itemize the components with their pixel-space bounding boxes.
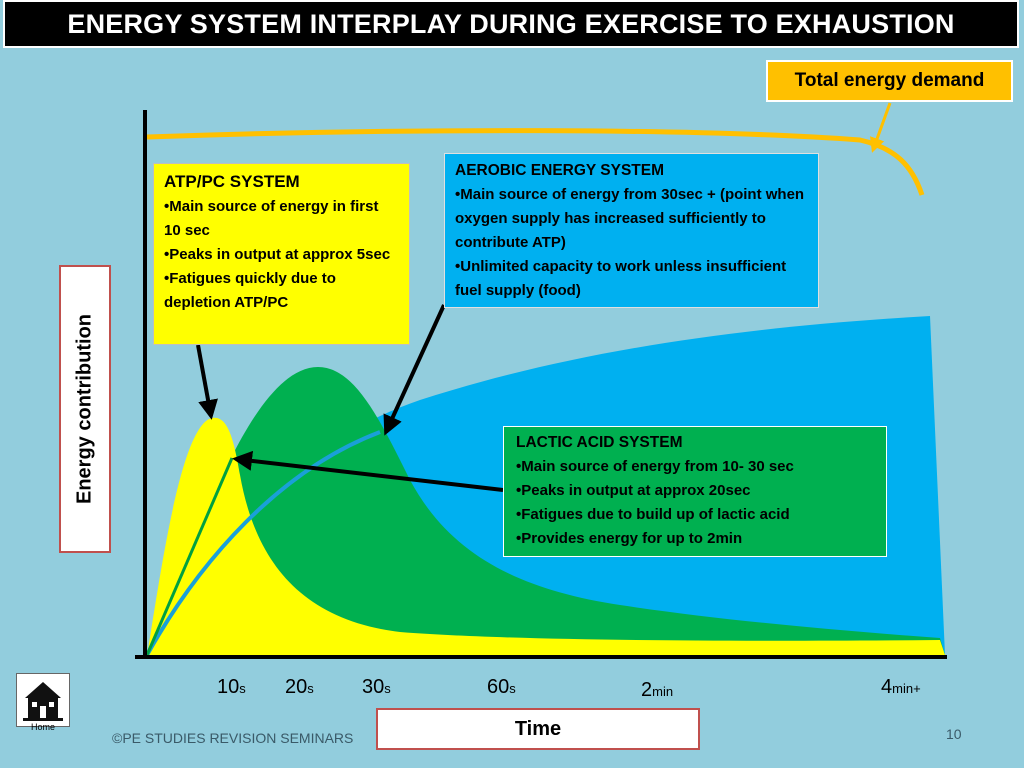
y-axis-label: Energy contribution xyxy=(73,314,96,504)
lactic-line xyxy=(145,457,234,656)
atp-pc-title: ATP/PC SYSTEM xyxy=(164,172,300,191)
atp-area xyxy=(147,417,945,655)
aerobic-point: Main source of energy from 30sec + (poin… xyxy=(455,183,808,255)
total-demand-line xyxy=(146,128,925,196)
lactic-acid-point: Fatigues due to build up of lactic acid xyxy=(516,503,874,527)
aerobic-point: Unlimited capacity to work unless insuff… xyxy=(455,255,808,303)
home-label: Home xyxy=(31,722,56,732)
lactic-acid-point: Peaks in output at approx 20sec xyxy=(516,479,874,503)
aerobic-arrow xyxy=(383,304,446,436)
atp-pc-point: Peaks in output at approx 5sec xyxy=(164,243,399,267)
lactic-acid-point: Main source of energy from 10- 30 sec xyxy=(516,455,874,479)
lactic-acid-title: LACTIC ACID SYSTEM xyxy=(516,434,683,451)
atp-pc-point: Fatigues quickly due to depletion ATP/PC xyxy=(164,267,399,315)
title-bar: ENERGY SYSTEM INTERPLAY DURING EXERCISE … xyxy=(3,0,1019,48)
atp-arrow xyxy=(196,344,218,420)
tick-30s: 30s xyxy=(362,676,391,698)
x-axis-label: Time xyxy=(514,717,562,740)
aerobic-info-box: AEROBIC ENERGY SYSTEM Main source of ene… xyxy=(444,153,819,308)
page-number: 10 xyxy=(946,726,962,742)
copyright-footer: ©PE STUDIES REVISION SEMINARS xyxy=(112,730,354,746)
y-axis-label-box: Energy contribution xyxy=(59,265,111,553)
tick-10s: 10s xyxy=(217,676,246,698)
tick-4min: 4min+ xyxy=(881,676,921,698)
lactic-arrow xyxy=(232,450,504,492)
total-demand-label: Total energy demand xyxy=(766,60,1013,102)
aerobic-line xyxy=(145,430,381,656)
lactic-acid-info-box: LACTIC ACID SYSTEM Main source of energy… xyxy=(503,426,887,557)
house-icon xyxy=(20,677,66,723)
atp-pc-info-box: ATP/PC SYSTEM Main source of energy in f… xyxy=(153,163,410,345)
lactic-acid-point: Provides energy for up to 2min xyxy=(516,527,874,551)
lactic-area xyxy=(147,367,945,655)
tick-20s: 20s xyxy=(285,676,314,698)
x-axis-label-box: Time xyxy=(376,708,700,750)
tick-60s: 60s xyxy=(487,676,516,698)
aerobic-title: AEROBIC ENERGY SYSTEM xyxy=(455,162,665,179)
home-button[interactable] xyxy=(16,673,70,727)
atp-pc-point: Main source of energy in first 10 sec xyxy=(164,195,399,243)
tick-2min: 2min xyxy=(641,679,674,701)
page-title: ENERGY SYSTEM INTERPLAY DURING EXERCISE … xyxy=(67,8,955,39)
demand-arrow xyxy=(870,102,892,153)
